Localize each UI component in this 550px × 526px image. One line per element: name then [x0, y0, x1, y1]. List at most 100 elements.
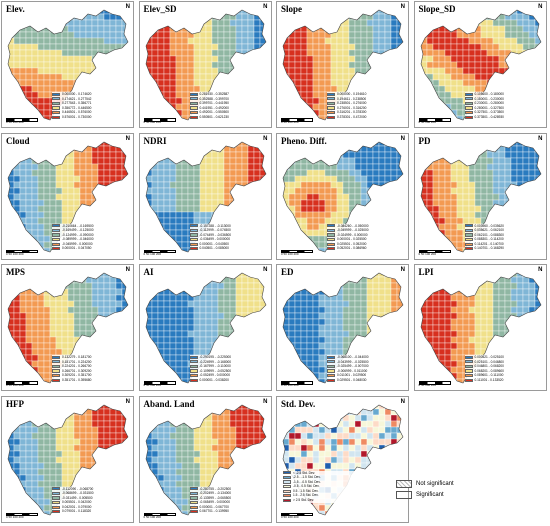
- county-cell: [366, 61, 374, 69]
- county-cell: [19, 360, 27, 368]
- county-cell: [283, 91, 284, 99]
- county-cell: [300, 175, 308, 182]
- county-cell: [420, 31, 421, 39]
- county-cell: [300, 55, 308, 63]
- county-cell: [529, 122, 535, 128]
- county-cell: [511, 134, 517, 140]
- county-cell: [19, 37, 27, 45]
- county-cell: [438, 175, 445, 182]
- county-cell: [211, 181, 218, 188]
- county-cell: [98, 122, 104, 128]
- county-cell: [109, 175, 117, 182]
- county-cell: [193, 193, 200, 200]
- province-map: [282, 9, 404, 121]
- county-cell: [92, 122, 98, 128]
- legend-label: 0.000001 - 0.025500: [337, 237, 367, 242]
- county-cell: [151, 229, 158, 236]
- county-cell: [468, 157, 475, 164]
- county-cell: [283, 175, 284, 182]
- county-cell: [61, 43, 69, 51]
- county-cell: [8, 282, 9, 290]
- legend-label: 0.280001 - 0.327500: [474, 105, 504, 110]
- county-cell: [145, 145, 152, 152]
- county-cell: [37, 187, 45, 194]
- county-cell: [25, 43, 33, 51]
- county-cell: [498, 151, 505, 158]
- county-cell: [109, 312, 117, 320]
- county-cell: [254, 134, 260, 140]
- county-cell: [25, 19, 33, 27]
- county-cell: [205, 282, 212, 290]
- county-cell: [43, 37, 51, 45]
- county-cell: [236, 265, 242, 271]
- county-cell: [283, 97, 284, 105]
- county-cell: [187, 181, 194, 188]
- county-cell: [378, 187, 386, 194]
- county-cell: [73, 61, 81, 69]
- county-cell: [163, 273, 170, 278]
- county-cell: [19, 109, 27, 117]
- county-cell: [145, 282, 152, 290]
- county-cell: [55, 336, 63, 344]
- county-cell: [121, 145, 128, 152]
- county-cell: [55, 67, 63, 75]
- county-cell: [97, 73, 105, 81]
- county-cell: [151, 312, 158, 320]
- county-cell: [181, 151, 188, 158]
- county-cell: [8, 366, 15, 374]
- county-cell: [109, 25, 117, 33]
- county-cell: [236, 254, 242, 260]
- county-cell: [241, 211, 248, 218]
- county-cell: [235, 199, 242, 206]
- county-cell: [98, 254, 104, 260]
- county-cell: [390, 187, 398, 194]
- legend-label: 0.378301 - 0.472000: [337, 114, 367, 119]
- county-cell: [438, 43, 445, 51]
- legend-label: 0.040501 - 0.085000: [199, 246, 229, 251]
- county-cell: [342, 79, 350, 87]
- county-cell: [25, 330, 33, 338]
- county-cell: [31, 354, 39, 362]
- legend-label: 0.062101 - 0.088300: [474, 232, 504, 237]
- county-cell: [217, 157, 224, 164]
- county-cell: [253, 294, 260, 302]
- legend-label: -0.084260 - -0.050000: [337, 223, 369, 228]
- legend-swatch: [52, 224, 60, 228]
- county-cell: [8, 354, 9, 362]
- county-cell: [211, 193, 218, 200]
- county-cell: [330, 151, 338, 158]
- county-cell: [241, 31, 248, 39]
- county-cell: [169, 217, 176, 224]
- county-cell: [223, 31, 230, 39]
- county-cell: [187, 169, 194, 176]
- county-cell: [318, 217, 326, 224]
- county-cell: [151, 175, 158, 182]
- county-cell: [390, 169, 398, 176]
- county-cell: [420, 217, 427, 224]
- county-cell: [283, 13, 290, 21]
- county-cell: [390, 181, 398, 188]
- county-cell: [450, 157, 457, 164]
- county-cell: [235, 306, 242, 314]
- county-cell: [438, 91, 445, 99]
- county-cell: [43, 181, 51, 188]
- legend-row: 0.280001 - 0.327500: [464, 105, 545, 111]
- legend-label: 0.000001 - 0.047050: [62, 246, 92, 251]
- county-cell: [516, 145, 523, 152]
- county-cell: [504, 151, 511, 158]
- county-cell: [182, 122, 188, 128]
- county-cell: [211, 49, 218, 57]
- county-cell: [253, 73, 260, 81]
- county-cell: [103, 300, 111, 308]
- county-cell: [318, 145, 326, 152]
- county-cell: [241, 300, 248, 308]
- county-cell: [259, 13, 266, 21]
- legend-row: 0.316201 - 0.378300: [327, 110, 407, 115]
- county-cell: [390, 205, 398, 212]
- county-cell: [283, 235, 284, 242]
- county-cell: [426, 145, 433, 152]
- county-cell: [97, 43, 105, 51]
- legend-swatch: [189, 111, 198, 115]
- county-cell: [25, 366, 33, 374]
- county-cell: [336, 13, 344, 21]
